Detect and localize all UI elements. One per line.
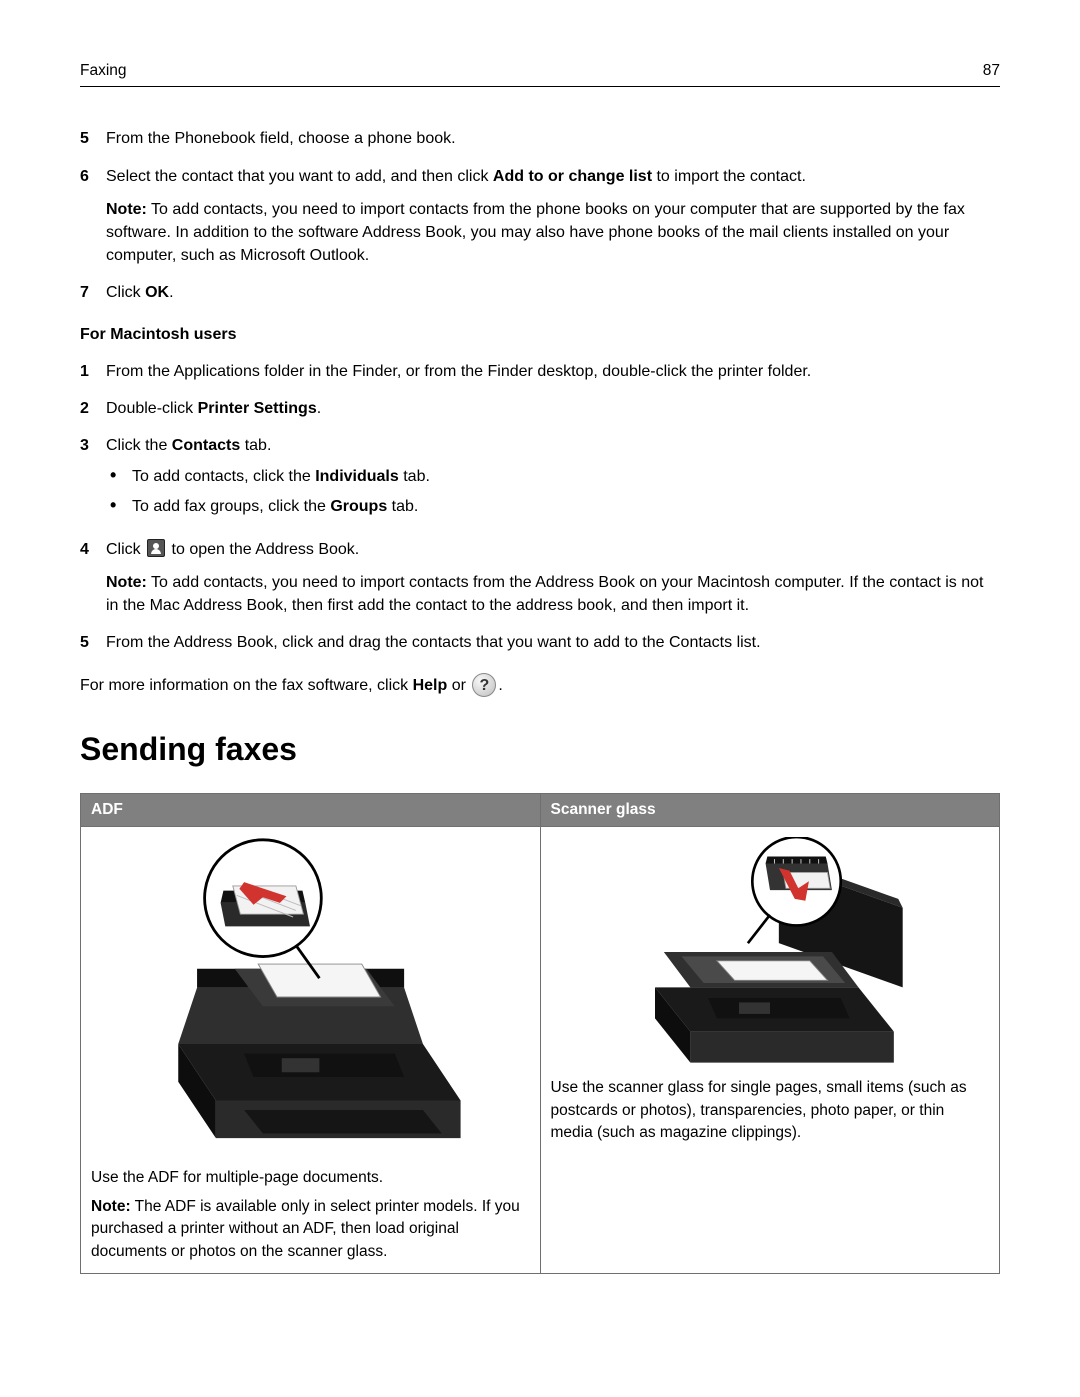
- bold-term: Contacts: [172, 437, 240, 454]
- section-title: Faxing: [80, 60, 127, 82]
- step-number: 1: [80, 360, 106, 383]
- bold-term: Printer Settings: [198, 400, 317, 417]
- mac-step-1: 1 From the Applications folder in the Fi…: [80, 360, 1000, 383]
- step-body: Select the contact that you want to add,…: [106, 165, 1000, 268]
- step-text-pre: Click: [106, 284, 145, 301]
- scanner-description: Use the scanner glass for single pages, …: [551, 1077, 990, 1144]
- scanner-cell: Use the scanner glass for single pages, …: [540, 827, 1000, 1274]
- more-info-tail: .: [498, 678, 502, 695]
- step-text: From the Applications folder in the Find…: [106, 360, 1000, 383]
- step-number: 4: [80, 538, 106, 618]
- step-text-pre: Select the contact that you want to add,…: [106, 168, 493, 185]
- column-header-adf: ADF: [81, 793, 541, 826]
- more-info-pre: For more information on the fax software…: [80, 678, 413, 695]
- step-body: Click OK.: [106, 281, 1000, 304]
- adf-note: Note: The ADF is available only in selec…: [91, 1196, 530, 1263]
- printer-scanner-icon: [580, 837, 960, 1067]
- page-header: Faxing 87: [80, 60, 1000, 87]
- step-text-post: to open the Address Book.: [167, 541, 359, 558]
- step-number: 3: [80, 434, 106, 524]
- bold-term: Help: [413, 678, 448, 695]
- adf-vs-scanner-table: ADF Scanner glass: [80, 793, 1000, 1274]
- bullet-individuals: To add contacts, click the Individuals t…: [106, 465, 1000, 488]
- bullet-body: To add fax groups, click the Groups tab.: [132, 495, 418, 518]
- mac-step-4: 4 Click to open the Address Book. Note: …: [80, 538, 1000, 618]
- note-text: The ADF is available only in select prin…: [91, 1198, 520, 1260]
- step-text-pre: Click: [106, 541, 145, 558]
- bullet-post: tab.: [387, 498, 418, 515]
- step-text-post: .: [169, 284, 173, 301]
- step-7: 7 Click OK.: [80, 281, 1000, 304]
- bullet-pre: To add contacts, click the: [132, 468, 315, 485]
- step-5: 5 From the Phonebook field, choose a pho…: [80, 127, 1000, 150]
- step-text-post: to import the contact.: [652, 168, 806, 185]
- bullet-pre: To add fax groups, click the: [132, 498, 330, 515]
- bold-term: Add to or change list: [493, 168, 652, 185]
- step-text: From the Phonebook field, choose a phone…: [106, 127, 1000, 150]
- more-info-post: or: [447, 678, 470, 695]
- sub-bullets: To add contacts, click the Individuals t…: [106, 465, 1000, 517]
- bullet-post: tab.: [399, 468, 430, 485]
- mac-step-5: 5 From the Address Book, click and drag …: [80, 631, 1000, 654]
- adf-description: Use the ADF for multiple-page documents.: [91, 1167, 530, 1189]
- address-book-icon: [147, 539, 165, 557]
- step-text: From the Address Book, click and drag th…: [106, 631, 1000, 654]
- scanner-illustration: [551, 837, 990, 1067]
- page-number: 87: [983, 60, 1000, 82]
- column-header-scanner: Scanner glass: [540, 793, 1000, 826]
- step-number: 6: [80, 165, 106, 268]
- bold-term: Individuals: [315, 468, 399, 485]
- bullet-body: To add contacts, click the Individuals t…: [132, 465, 430, 488]
- mac-subheading: For Macintosh users: [80, 323, 1000, 346]
- step-number: 7: [80, 281, 106, 304]
- bold-term: Groups: [330, 498, 387, 515]
- mac-step-2: 2 Double-click Printer Settings.: [80, 397, 1000, 420]
- more-info-line: For more information on the fax software…: [80, 674, 1000, 698]
- steps-continued: 5 From the Phonebook field, choose a pho…: [80, 127, 1000, 304]
- step-number: 5: [80, 631, 106, 654]
- bold-term: OK: [145, 284, 169, 301]
- step-body: Double-click Printer Settings.: [106, 397, 1000, 420]
- note-label: Note:: [91, 1198, 131, 1215]
- note-block: Note: To add contacts, you need to impor…: [106, 571, 1000, 617]
- sending-faxes-heading: Sending faxes: [80, 726, 1000, 772]
- bullet-groups: To add fax groups, click the Groups tab.: [106, 495, 1000, 518]
- mac-steps: 1 From the Applications folder in the Fi…: [80, 360, 1000, 655]
- step-body: Click to open the Address Book. Note: To…: [106, 538, 1000, 618]
- note-text: To add contacts, you need to import cont…: [106, 201, 965, 264]
- step-text-post: .: [317, 400, 321, 417]
- adf-illustration: [91, 837, 530, 1157]
- printer-adf-icon: [120, 837, 500, 1157]
- note-text: To add contacts, you need to import cont…: [106, 574, 984, 614]
- note-label: Note:: [106, 574, 147, 591]
- note-block: Note: To add contacts, you need to impor…: [106, 198, 1000, 268]
- step-text-post: tab.: [240, 437, 271, 454]
- step-number: 2: [80, 397, 106, 420]
- step-text-pre: Double-click: [106, 400, 198, 417]
- step-body: Click the Contacts tab. To add contacts,…: [106, 434, 1000, 524]
- help-icon: ?: [472, 673, 496, 697]
- mac-step-3: 3 Click the Contacts tab. To add contact…: [80, 434, 1000, 524]
- step-number: 5: [80, 127, 106, 150]
- step-6: 6 Select the contact that you want to ad…: [80, 165, 1000, 268]
- adf-cell: Use the ADF for multiple-page documents.…: [81, 827, 541, 1274]
- note-label: Note:: [106, 201, 147, 218]
- step-text-pre: Click the: [106, 437, 172, 454]
